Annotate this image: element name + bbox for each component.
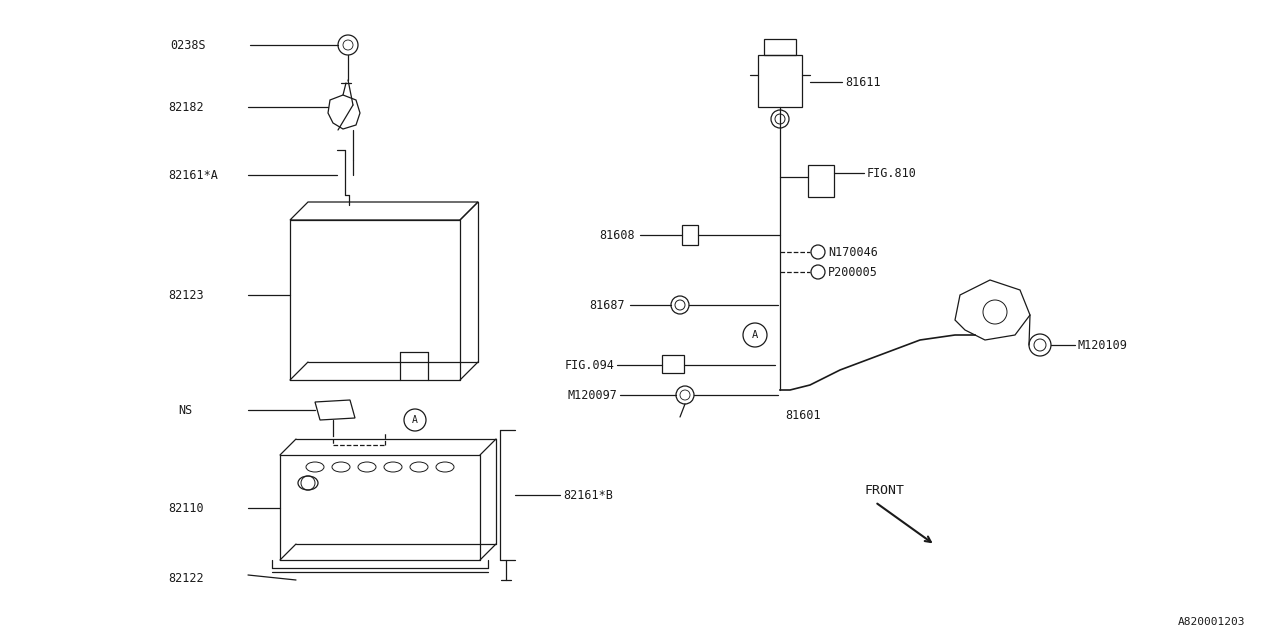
Text: 82122: 82122 <box>168 572 204 584</box>
Text: 82161*A: 82161*A <box>168 168 218 182</box>
Bar <box>682 225 698 245</box>
Text: FRONT: FRONT <box>865 483 905 497</box>
Bar <box>758 55 803 107</box>
Bar <box>764 39 796 55</box>
Text: A: A <box>751 330 758 340</box>
Text: NS: NS <box>178 403 192 417</box>
Text: N170046: N170046 <box>828 246 878 259</box>
Text: P200005: P200005 <box>828 266 878 278</box>
Text: 0238S: 0238S <box>170 38 206 51</box>
Text: 82123: 82123 <box>168 289 204 301</box>
Text: A820001203: A820001203 <box>1178 617 1245 627</box>
Text: 81601: 81601 <box>785 408 820 422</box>
Text: 81608: 81608 <box>599 228 635 241</box>
Text: 81611: 81611 <box>845 76 881 88</box>
Text: 82161*B: 82161*B <box>563 488 613 502</box>
Text: A: A <box>412 415 419 425</box>
Bar <box>662 355 684 373</box>
Text: 82110: 82110 <box>168 502 204 515</box>
Text: FIG.810: FIG.810 <box>867 166 916 179</box>
Text: M120109: M120109 <box>1078 339 1128 351</box>
Bar <box>808 165 835 197</box>
Text: FIG.094: FIG.094 <box>564 358 614 371</box>
Text: 81687: 81687 <box>589 298 625 312</box>
Text: 82182: 82182 <box>168 100 204 113</box>
Text: M120097: M120097 <box>567 388 617 401</box>
